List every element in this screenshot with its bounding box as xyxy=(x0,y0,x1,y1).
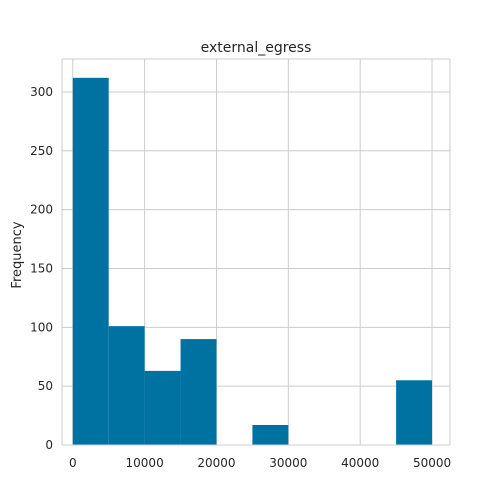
y-tick-label: 100 xyxy=(30,320,53,334)
plot-area-frame xyxy=(61,58,451,446)
y-axis-label: Frequency xyxy=(10,221,25,288)
x-tick-label: 0 xyxy=(69,456,77,470)
x-tick-label: 10000 xyxy=(126,456,164,470)
histogram-bar xyxy=(72,77,109,445)
y-tick-label: 300 xyxy=(30,85,53,99)
histogram-bar xyxy=(180,339,217,445)
histogram-bars xyxy=(72,77,433,445)
y-tick-label: 200 xyxy=(30,203,53,217)
grid-lines xyxy=(62,59,450,446)
y-tick-label: 250 xyxy=(30,144,53,158)
y-tick-label: 150 xyxy=(30,261,53,275)
histogram-bar xyxy=(396,380,433,445)
histogram-bar xyxy=(144,370,181,445)
y-tick-label: 0 xyxy=(45,438,53,452)
x-tick-label: 20000 xyxy=(197,456,235,470)
histogram-bar xyxy=(252,424,289,445)
chart-title: external_egress xyxy=(201,40,312,56)
x-tick-label: 50000 xyxy=(413,456,451,470)
x-axis-ticks: 0 10000 20000 30000 40000 50000 xyxy=(69,456,451,470)
y-tick-label: 50 xyxy=(38,379,53,393)
histogram-bar xyxy=(108,326,145,445)
x-tick-label: 40000 xyxy=(341,456,379,470)
y-axis-ticks: 0 50 100 150 200 250 300 xyxy=(30,85,53,452)
x-tick-label: 30000 xyxy=(269,456,307,470)
